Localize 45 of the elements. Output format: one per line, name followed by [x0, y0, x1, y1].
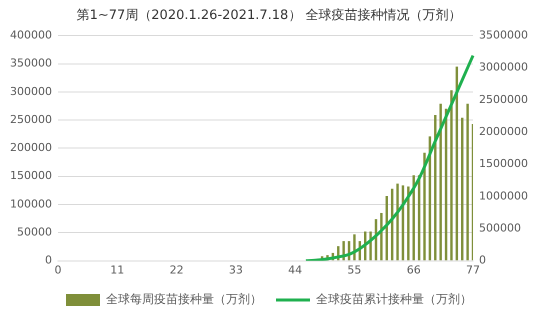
y2-tick-label: 1500000 — [479, 157, 528, 170]
chart-title: 第1~77周（2020.1.26-2021.7.18） 全球疫苗接种情况（万剂） — [76, 7, 462, 24]
y2-tick-label: 1000000 — [479, 189, 528, 202]
y-tick-label: 150000 — [10, 169, 52, 182]
bar — [439, 104, 442, 260]
x-tick-label: 66 — [406, 263, 421, 276]
bar — [466, 104, 469, 260]
bar — [386, 196, 388, 260]
y2-tick-label: 500000 — [479, 221, 522, 234]
line-series — [304, 54, 475, 261]
bar — [428, 136, 432, 260]
y-tick-label: 50000 — [16, 226, 52, 239]
bar — [380, 212, 383, 260]
y-tick-label: 100000 — [10, 197, 52, 210]
bar — [396, 184, 399, 260]
legend-label: 全球疫苗累计接种量（万剂） — [316, 292, 472, 306]
bar — [444, 108, 448, 260]
y-tick-label: 250000 — [10, 112, 52, 126]
y-tick-label: 200000 — [10, 141, 52, 154]
bar — [456, 66, 458, 260]
y2-tick-label: 2000000 — [479, 124, 528, 138]
x-tick-label: 44 — [288, 263, 302, 276]
bar — [402, 185, 404, 260]
bar — [434, 114, 436, 260]
x-tick-label: 55 — [347, 263, 362, 276]
bar — [412, 175, 415, 260]
bar — [418, 175, 420, 260]
y-tick-label: 400000 — [10, 28, 52, 42]
y2-tick-label: 3000000 — [479, 60, 528, 74]
x-tick-label: 77 — [466, 263, 480, 276]
y2-tick-label: 2500000 — [479, 92, 528, 106]
bar — [461, 118, 464, 260]
y-tick-label: 300000 — [10, 84, 52, 98]
x-tick-label: 11 — [110, 263, 124, 276]
x-tick-label: 0 — [54, 263, 62, 276]
bar — [450, 90, 453, 260]
y-tick-label: 0 — [44, 254, 52, 267]
legend-label: 全球每周疫苗接种量（万剂） — [106, 292, 262, 306]
y2-tick-label: 3500000 — [479, 28, 528, 42]
y-tick-label: 350000 — [10, 56, 52, 70]
bar — [390, 188, 394, 260]
x-tick-label: 22 — [170, 263, 184, 276]
bar — [407, 186, 410, 260]
y2-tick-label: 0 — [479, 254, 486, 267]
x-tick-label: 33 — [228, 263, 243, 276]
